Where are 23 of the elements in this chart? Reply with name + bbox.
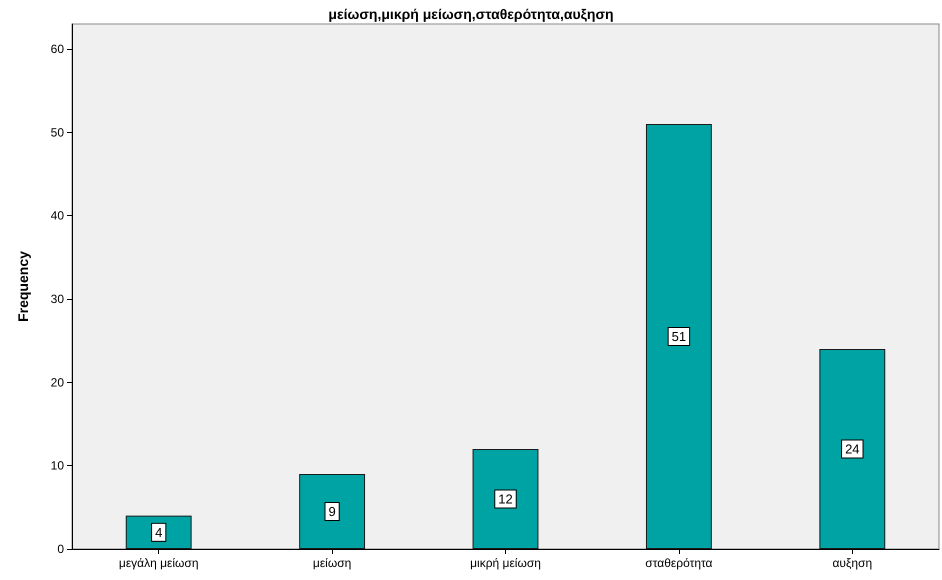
- bar: [472, 449, 538, 549]
- bar: [819, 349, 886, 549]
- data-label: 24: [845, 442, 860, 456]
- bar: [646, 124, 712, 549]
- chart-title: μείωση,μικρή μείωση,σταθερότητα,αυξηση: [328, 6, 614, 22]
- y-tick-label: 60: [50, 42, 64, 56]
- y-tick-label: 30: [50, 292, 64, 306]
- y-tick-label: 20: [50, 375, 64, 390]
- x-tick-label: μείωση: [312, 556, 352, 570]
- x-tick-label: μεγάλη μείωση: [118, 556, 198, 570]
- x-tick-label: σταθερότητα: [645, 556, 713, 570]
- data-label: 9: [328, 504, 336, 519]
- data-label: 12: [498, 492, 513, 506]
- y-tick-label: 40: [50, 208, 64, 223]
- y-tick-label: 50: [50, 125, 64, 140]
- x-tick-label: μικρή μείωση: [470, 556, 541, 570]
- bar: [299, 474, 366, 549]
- y-tick-label: 0: [57, 542, 64, 556]
- x-tick-label: αυξηση: [832, 556, 872, 570]
- data-label: 4: [155, 524, 162, 540]
- y-tick-label: 10: [50, 458, 64, 473]
- y-axis-title: Frequency: [15, 250, 31, 322]
- data-label: 51: [672, 329, 686, 344]
